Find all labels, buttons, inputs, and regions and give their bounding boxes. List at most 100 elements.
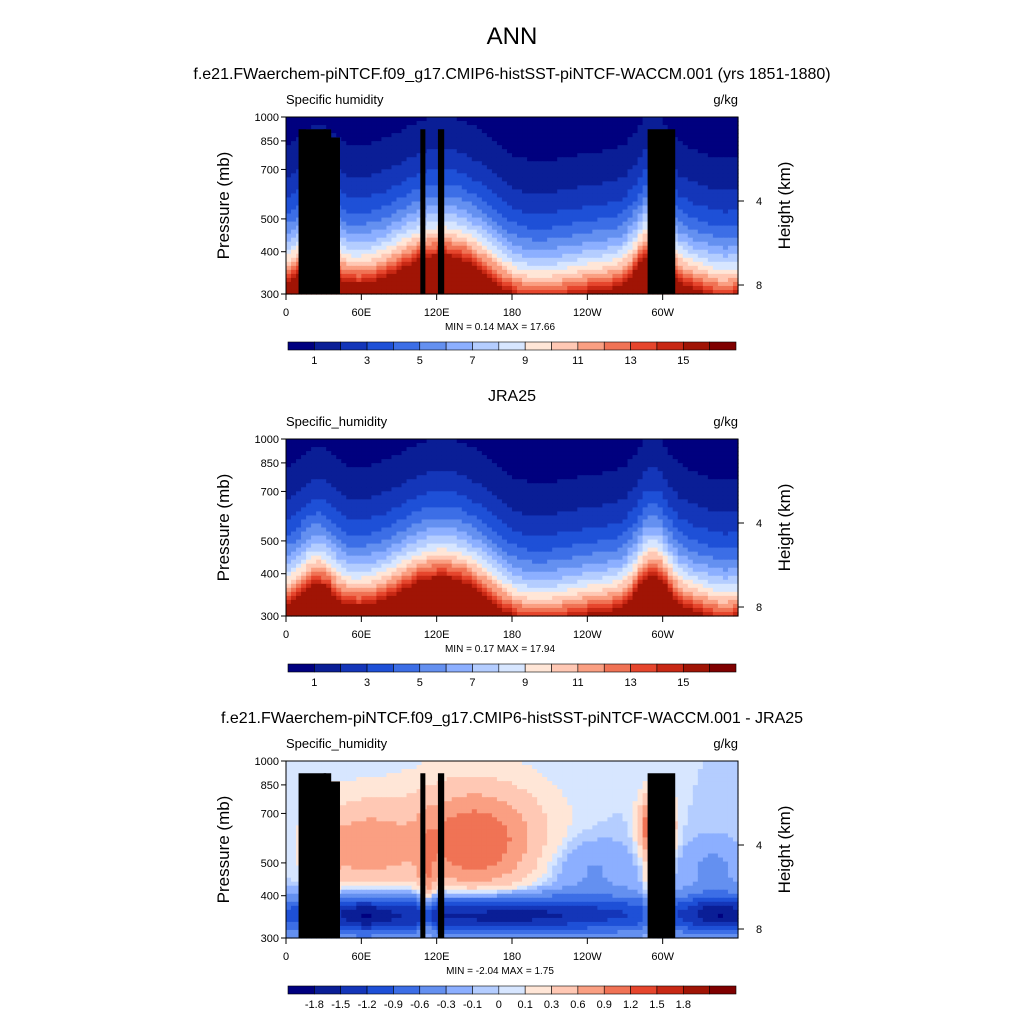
contour-cell: [542, 257, 548, 263]
contour-cell: [547, 281, 553, 287]
contour-cell: [582, 277, 588, 283]
contour-cell: [582, 281, 588, 287]
contour-cell: [451, 129, 458, 134]
contour-cell: [351, 467, 357, 472]
contour-cell: [441, 475, 448, 480]
contour-cell: [587, 141, 593, 146]
contour-cell: [401, 447, 408, 452]
contour-cell: [567, 475, 573, 480]
contour-cell: [481, 213, 488, 219]
contour-cell: [717, 201, 724, 207]
contour-cell: [552, 447, 558, 452]
contour-cell: [622, 137, 629, 142]
contour-cell: [527, 233, 533, 239]
contour-cell: [401, 443, 408, 448]
contour-cell: [476, 169, 483, 174]
contour-cell: [732, 269, 739, 275]
contour-cell: [647, 463, 654, 468]
contour-cell: [446, 249, 453, 255]
contour-cell: [396, 229, 403, 235]
contour-cell: [712, 249, 719, 255]
contour-cell: [722, 145, 729, 150]
contour-cell: [316, 475, 322, 480]
contour-cell: [386, 229, 393, 235]
contour-cell: [657, 121, 664, 126]
contour-cell: [486, 479, 493, 484]
contour-cell: [587, 241, 593, 247]
contour-cell: [512, 157, 518, 162]
contour-cell: [376, 443, 383, 448]
contour-cell: [471, 213, 478, 219]
contour-cell: [682, 245, 689, 251]
contour-cell: [637, 253, 644, 259]
contour-cell: [547, 439, 553, 444]
contour-cell: [386, 129, 393, 134]
contour-cell: [466, 201, 473, 207]
contour-cell: [637, 137, 644, 142]
contour-cell: [517, 245, 523, 251]
contour-cell: [712, 161, 719, 166]
contour-cell: [501, 209, 508, 215]
contour-cell: [441, 225, 448, 231]
contour-cell: [316, 479, 322, 484]
contour-cell: [627, 459, 634, 464]
contour-cell: [331, 471, 337, 476]
contour-cell: [336, 125, 342, 130]
contour-cell: [617, 475, 624, 480]
contour-cell: [426, 269, 433, 275]
contour-cell: [617, 201, 624, 207]
contour-cell: [712, 149, 719, 154]
contour-cell: [572, 165, 578, 170]
contour-cell: [607, 185, 614, 191]
contour-cell: [401, 153, 408, 158]
contour-cell: [381, 205, 388, 211]
contour-cell: [687, 463, 694, 468]
panels: f.e21.FWaerchem-piNTCF.f09_g17.CMIP6-his…: [193, 66, 830, 1011]
contour-cell: [672, 221, 679, 227]
contour-cell: [366, 475, 372, 480]
contour-cell: [346, 257, 352, 263]
contour-cell: [677, 169, 684, 174]
contour-cell: [547, 451, 553, 456]
contour-cell: [351, 479, 357, 484]
contour-cell: [366, 261, 372, 267]
contour-cell: [732, 245, 739, 251]
contour-cell: [682, 161, 689, 166]
contour-cell: [692, 237, 699, 243]
contour-cell: [537, 185, 543, 191]
contour-cell: [386, 189, 393, 195]
contour-cell: [627, 125, 634, 130]
contour-cell: [391, 237, 398, 243]
contour-cell: [501, 129, 508, 134]
contour-cell: [587, 125, 593, 130]
contour-cell: [707, 241, 714, 247]
contour-cell: [431, 281, 438, 287]
contour-cell: [632, 443, 639, 448]
contour-cell: [441, 479, 448, 484]
contour-cell: [682, 181, 689, 186]
contour-cell: [311, 121, 317, 126]
contour-cell: [381, 217, 388, 223]
contour-cell: [456, 277, 463, 283]
contour-cell: [341, 145, 347, 150]
contour-cell: [582, 237, 588, 243]
contour-cell: [406, 463, 413, 468]
contour-cell: [431, 117, 438, 122]
contour-cell: [562, 277, 568, 283]
contour-cell: [692, 157, 699, 162]
contour-cell: [582, 153, 588, 158]
contour-cell: [461, 277, 468, 283]
contour-cell: [712, 443, 719, 448]
contour-cell: [512, 229, 518, 235]
contour-cell: [547, 257, 553, 263]
contour-cell: [687, 169, 694, 174]
contour-cell: [396, 193, 403, 199]
contour-cell: [687, 217, 694, 223]
contour-cell: [607, 165, 614, 170]
contour-cell: [632, 471, 639, 476]
contour-cell: [386, 221, 393, 227]
contour-cell: [386, 193, 393, 199]
contour-cell: [727, 269, 734, 275]
contour-cell: [622, 125, 629, 130]
contour-cell: [542, 117, 548, 122]
